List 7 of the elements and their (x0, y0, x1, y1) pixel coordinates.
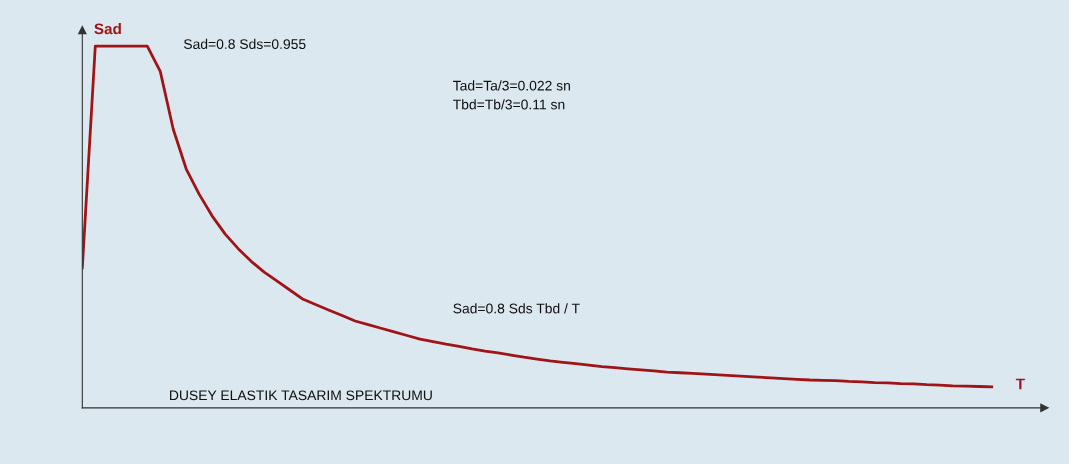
annotation: Sad=0.8 Sds=0.955 (183, 38, 306, 49)
annotation: Tbd=Tb/3=0.11 sn (453, 99, 565, 110)
y-axis-title: Sad (94, 23, 121, 35)
annotation: DUSEY ELASTIK TASARIM SPEKTRUMU (170, 390, 432, 401)
x-axis-title: T (1015, 378, 1025, 390)
annotation: Sad=0.8 Sds Tbd / T (453, 303, 580, 314)
annotation: Tad=Ta/3=0.022 sn (453, 80, 570, 91)
